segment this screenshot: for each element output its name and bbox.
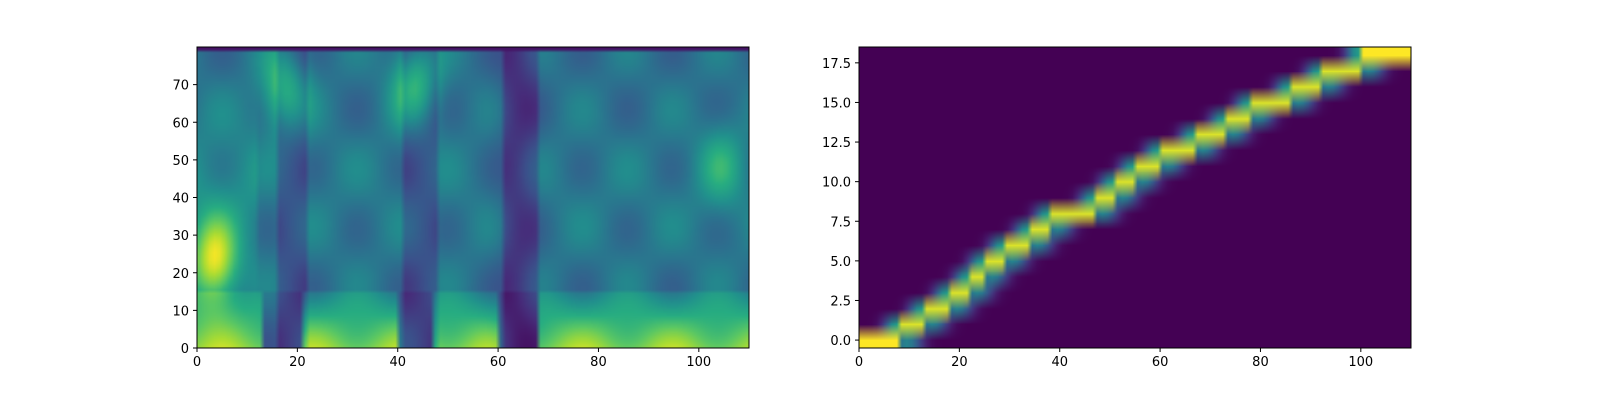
spectrogram-xtick-label: 60 bbox=[490, 355, 507, 370]
spectrogram-ytick-label: 40 bbox=[172, 192, 189, 207]
alignment-image bbox=[859, 47, 1411, 348]
spectrogram-xtick-label: 20 bbox=[289, 355, 306, 370]
alignment-xtick-label: 60 bbox=[1152, 355, 1169, 370]
spectrogram-xtick-label: 0 bbox=[193, 355, 201, 370]
spectrogram-ytick-label: 60 bbox=[172, 116, 189, 131]
spectrogram-ytick-label: 50 bbox=[172, 154, 189, 169]
alignment-ytick-label: 5.0 bbox=[830, 255, 851, 270]
spectrogram-xtick-label: 80 bbox=[590, 355, 607, 370]
spectrogram-ytick-label: 0 bbox=[181, 342, 189, 357]
spectrogram-ytick-label: 10 bbox=[172, 304, 189, 319]
alignment-xtick-label: 80 bbox=[1252, 355, 1269, 370]
alignment-ytick-label: 7.5 bbox=[830, 215, 851, 230]
alignment-ytick-label: 2.5 bbox=[830, 294, 851, 309]
spectrogram-ytick-label: 30 bbox=[172, 229, 189, 244]
alignment-panel: 0 20 40 60 80 100 0.0 2.5 5.0 7.5 10.0 12.5 15.0 17.5 bbox=[822, 46, 1412, 370]
alignment-xtick-label: 100 bbox=[1348, 355, 1373, 370]
alignment-xtick-label: 0 bbox=[855, 355, 863, 370]
alignment-ytick-label: 12.5 bbox=[822, 136, 851, 151]
alignment-ytick-label: 15.0 bbox=[822, 96, 851, 111]
alignment-ytick-label: 10.0 bbox=[822, 176, 851, 191]
spectrogram-xtick-label: 100 bbox=[686, 355, 711, 370]
alignment-xtick-label: 40 bbox=[1051, 355, 1068, 370]
spectrogram-ytick-label: 20 bbox=[172, 267, 189, 282]
alignment-frame bbox=[858, 46, 1412, 349]
spectrogram-panel: 0 20 40 60 80 100 0 10 20 30 40 50 60 70 bbox=[172, 46, 750, 370]
spectrogram-ytick-label: 70 bbox=[172, 79, 189, 94]
spectrogram-xtick-label: 40 bbox=[389, 355, 406, 370]
alignment-ytick-label: 17.5 bbox=[822, 57, 851, 72]
alignment-xtick-label: 20 bbox=[951, 355, 968, 370]
spectrogram-image bbox=[197, 47, 749, 348]
alignment-ytick-label: 0.0 bbox=[830, 334, 851, 349]
